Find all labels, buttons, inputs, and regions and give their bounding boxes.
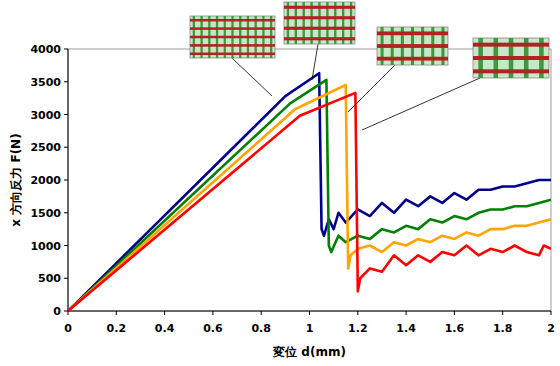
x-tick: [454, 311, 455, 315]
series-line: [68, 93, 551, 311]
inset-fiber: [284, 27, 355, 30]
inset-bg: [190, 16, 275, 58]
series-line: [68, 85, 551, 311]
x-tick: [116, 311, 117, 315]
weave-inset: [473, 38, 549, 78]
inset-fiber: [190, 53, 275, 56]
x-tick-label: 1.2: [348, 322, 368, 335]
x-axis-label: 変位 d(mm): [272, 345, 346, 359]
x-tick: [551, 311, 552, 315]
y-tick: [64, 180, 68, 181]
inset-fiber: [190, 19, 275, 22]
x-tick-label: 0.6: [203, 322, 223, 335]
y-tick: [64, 114, 68, 115]
leader-line: [312, 44, 318, 80]
inset-fiber: [473, 43, 549, 47]
x-tick-label: 2: [547, 322, 555, 335]
x-tick-label: 1.8: [493, 322, 513, 335]
x-tick-label: 0.8: [251, 322, 271, 335]
y-tick-label: 1000: [30, 240, 61, 253]
inset-bg: [377, 27, 448, 65]
plot-frame: [68, 49, 551, 311]
y-tick: [64, 49, 68, 50]
x-tick: [261, 311, 262, 315]
leader-line: [348, 65, 395, 112]
weave-inset: [284, 2, 355, 44]
y-tick-label: 4000: [30, 43, 61, 56]
x-tick-label: 0.4: [155, 322, 175, 335]
x-tick-label: 1.4: [396, 322, 416, 335]
inset-fiber: [190, 36, 275, 39]
series-line: [68, 73, 551, 311]
y-tick: [64, 278, 68, 279]
y-tick: [64, 147, 68, 148]
chart: 0 500 1000 1500 2000 2500 3000 3500 4000 0 0.2 0.4 0…: [0, 0, 560, 366]
inset-fiber: [284, 16, 355, 19]
x-tick: [502, 311, 503, 315]
inset-fiber: [190, 44, 275, 47]
inset-fiber: [377, 31, 448, 35]
y-tick-label: 3500: [30, 76, 61, 89]
x-tick: [309, 311, 310, 315]
inset-fiber: [284, 37, 355, 40]
x-tick: [212, 311, 213, 315]
y-tick: [64, 245, 68, 246]
y-axis-label: x 方向反力 F(N): [9, 133, 23, 226]
inset-fiber: [284, 6, 355, 9]
inset-fiber: [190, 27, 275, 30]
inset-fiber: [377, 57, 448, 61]
y-tick-label: 0: [53, 305, 61, 318]
weave-inset: [190, 16, 275, 58]
x-tick: [68, 311, 69, 315]
inset-fiber: [473, 56, 549, 60]
series-line: [68, 80, 551, 311]
inset-bg: [284, 2, 355, 44]
x-tick-label: 1.6: [445, 322, 465, 335]
leader-line: [362, 78, 480, 130]
y-tick-label: 3000: [30, 109, 61, 122]
y-tick-label: 2500: [30, 141, 61, 154]
x-tick: [164, 311, 165, 315]
weave-inset: [377, 27, 448, 65]
x-tick: [357, 311, 358, 315]
y-tick: [64, 81, 68, 82]
leader-line: [232, 58, 272, 96]
x-tick-label: 1: [306, 322, 314, 335]
series-group: [68, 73, 551, 311]
inset-fiber: [377, 44, 448, 48]
inset-bg: [473, 38, 549, 78]
y-tick: [64, 212, 68, 213]
inset-fiber: [473, 69, 549, 73]
x-tick: [406, 311, 407, 315]
x-tick-label: 0.2: [107, 322, 127, 335]
y-tick-label: 1500: [30, 207, 61, 220]
y-tick: [64, 311, 68, 312]
y-tick-label: 2000: [30, 174, 61, 187]
x-tick-label: 0: [64, 322, 72, 335]
y-tick-label: 500: [38, 272, 61, 285]
